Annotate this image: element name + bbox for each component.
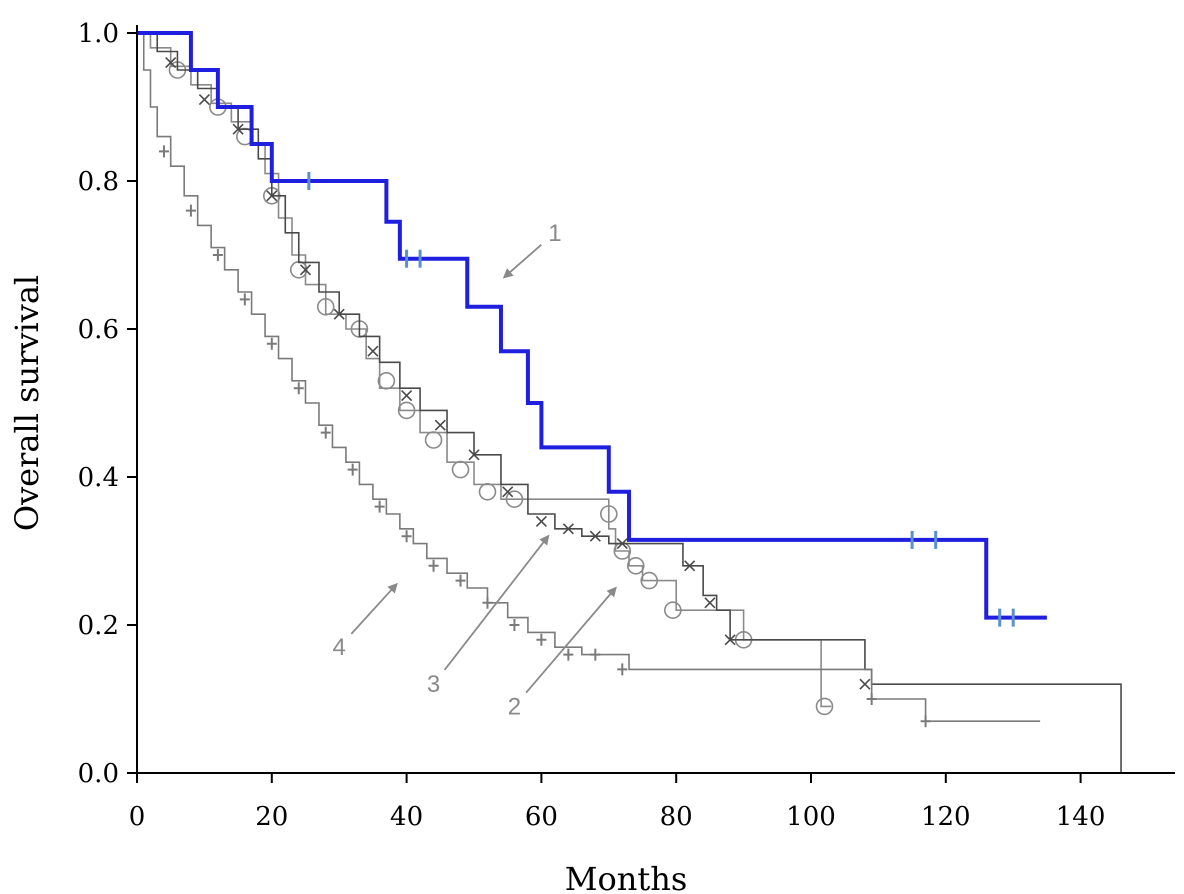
series-2-censor-5 <box>316 297 335 316</box>
series-1 <box>137 31 1047 627</box>
series-2-censor-10 <box>451 460 470 479</box>
series-3-censor-6 <box>367 345 379 357</box>
x-axis-label: Months <box>565 860 688 894</box>
series-3 <box>137 32 1122 773</box>
series-layer <box>137 31 1122 773</box>
series-4-censor-15 <box>563 648 574 661</box>
x-tick-label-3: 60 <box>525 802 558 832</box>
series-4-censor-0 <box>158 145 169 158</box>
series-3-censor-4 <box>299 264 312 276</box>
series-3-censor-3 <box>266 190 278 202</box>
series-4-censor-2 <box>212 249 223 261</box>
series-1-line <box>137 31 1047 620</box>
series-3-censor-5 <box>333 308 345 320</box>
y-tick-label-0: 0.0 <box>78 759 119 789</box>
series-4-censor-12 <box>482 596 493 609</box>
series-4-censor-16 <box>590 648 601 661</box>
series-2-censor-15 <box>626 556 645 575</box>
series-3-censor-14 <box>616 538 628 550</box>
x-tick-label-4: 80 <box>660 802 693 832</box>
x-tick-label-6: 120 <box>921 802 971 832</box>
annotation-label-3: 3 <box>427 671 440 698</box>
series-4-censor-11 <box>455 574 466 587</box>
series-3-censor-0 <box>165 57 177 69</box>
x-tick-label-7: 140 <box>1056 802 1106 832</box>
series-3-censor-15 <box>684 560 696 572</box>
series-3-censor-8 <box>434 419 446 431</box>
y-tick-label-5: 1.0 <box>78 19 119 49</box>
series-3-censor-13 <box>589 530 601 542</box>
series-2-censor-12 <box>505 490 524 509</box>
series-4-censor-9 <box>401 530 412 543</box>
series-4-censor-5 <box>293 382 304 395</box>
series-4-censor-19 <box>920 715 931 728</box>
series-3-line <box>137 32 1122 773</box>
series-4-censor-1 <box>185 204 196 217</box>
axes-layer: 0.0 0.2 0.4 0.6 0.8 1.0 0 20 40 60 80 100 120 140 <box>78 19 1175 832</box>
series-4-censor-13 <box>509 619 520 631</box>
series-3-censor-1 <box>198 94 210 106</box>
x-tick-label-0: 0 <box>129 802 146 832</box>
series-4-censor-10 <box>428 559 439 572</box>
y-axis-label: Overall survival <box>8 275 46 531</box>
y-tick-label-1: 0.2 <box>78 611 119 641</box>
series-3-censor-11 <box>535 515 547 527</box>
y-tick-label-3: 0.6 <box>78 315 119 345</box>
series-2-censor-11 <box>478 482 497 501</box>
series-2-censor-9 <box>424 431 443 449</box>
series-4-censor-7 <box>347 463 358 476</box>
series-3-censor-12 <box>562 523 574 535</box>
series-3-censor-18 <box>859 678 871 690</box>
series-4-censor-8 <box>374 500 385 513</box>
series-4-censor-17 <box>617 663 628 676</box>
x-tick-label-5: 100 <box>786 802 836 832</box>
annotation-label-4: 4 <box>333 634 346 661</box>
series-2 <box>137 32 834 716</box>
series-4 <box>137 32 1041 728</box>
annotation-arrow-4 <box>350 582 398 635</box>
series-2-censor-8 <box>397 401 416 420</box>
series-2-censor-19 <box>815 697 834 716</box>
series-2-censor-16 <box>640 571 659 590</box>
series-3-censor-7 <box>401 390 413 402</box>
annotation-arrow-1 <box>502 244 542 279</box>
series-3-censor-2 <box>232 123 244 135</box>
annotation-arrow-2 <box>525 586 617 694</box>
annotation-layer: 1 2 3 4 <box>333 220 617 720</box>
series-4-line <box>137 32 1041 722</box>
series-3-censor-16 <box>704 597 716 609</box>
series-2-censor-4 <box>289 260 308 279</box>
y-tick-label-4: 0.8 <box>78 167 119 197</box>
y-tick-label-2: 0.4 <box>78 463 119 493</box>
series-2-censor-17 <box>664 601 682 620</box>
series-4-censor-4 <box>266 337 277 350</box>
series-4-censor-3 <box>239 293 250 306</box>
annotation-arrow-3 <box>443 534 550 671</box>
series-2-line <box>137 32 832 708</box>
series-4-censor-14 <box>536 633 547 646</box>
series-2-censor-7 <box>377 371 396 390</box>
series-4-censor-18 <box>866 693 877 705</box>
annotation-label-2: 2 <box>508 693 521 720</box>
series-2-censor-13 <box>599 505 618 523</box>
series-4-censor-6 <box>320 426 331 439</box>
series-3-censor-9 <box>468 449 480 461</box>
annotation-label-1: 1 <box>548 220 561 247</box>
x-tick-label-2: 40 <box>390 802 423 832</box>
series-3-censor-10 <box>502 486 514 498</box>
series-3-censor-17 <box>724 634 736 646</box>
x-tick-label-1: 20 <box>255 802 288 832</box>
